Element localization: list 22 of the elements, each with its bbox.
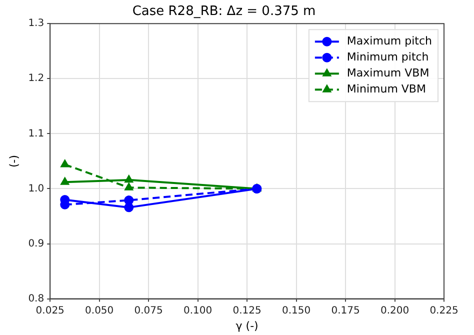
y-tick-label: 1.2 [28,73,44,84]
chart-title: Case R28_RB: Δz = 0.375 m [132,4,316,20]
x-tick-label: 0.225 [430,305,458,316]
y-tick-label: 0.8 [28,293,44,304]
y-tick-label: 0.9 [28,238,44,250]
x-tick-label: 0.175 [331,305,360,316]
x-tick-label: 0.150 [282,305,311,316]
legend-label: Minimum pitch [346,50,429,64]
x-tick-label: 0.075 [134,305,163,316]
x-tick-label: 0.200 [380,305,410,316]
x-axis-title: γ (-) [236,319,258,332]
y-tick-label: 1.1 [28,128,44,140]
x-tick-label: 0.100 [183,305,212,316]
x-tick-label: 0.025 [36,305,64,316]
legend-label: Maximum VBM [346,66,430,80]
y-axis-title: (-) [7,154,20,168]
x-tick-label: 0.125 [232,305,262,316]
y-tick-label: 1.0 [28,183,44,194]
legend-label: Minimum VBM [346,82,426,96]
legend-label: Maximum pitch [346,34,432,48]
y-tick-label: 1.3 [28,18,44,30]
x-tick-label: 0.050 [85,305,114,316]
